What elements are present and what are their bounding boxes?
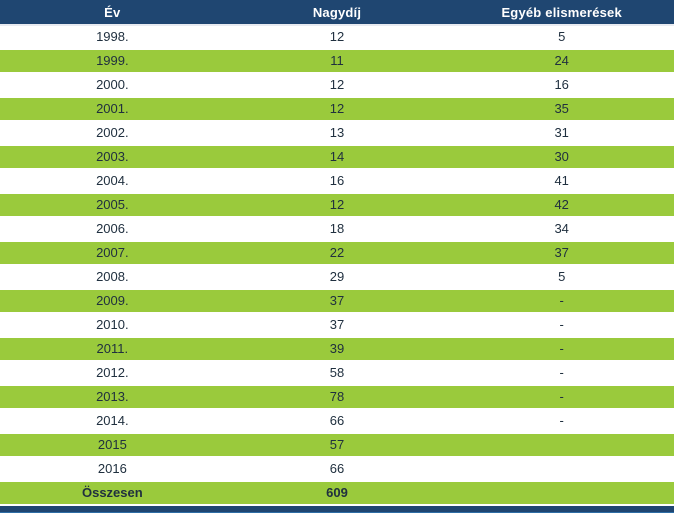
cell-year: 2012. <box>96 365 129 380</box>
header-cell-grand-prize: Nagydíj <box>312 4 362 20</box>
cell-year: 2013. <box>96 389 129 404</box>
table-row: 2006. 18 34 <box>0 218 674 242</box>
table-body: 1998. 12 5 1999. 11 24 2000. 12 16 2001.… <box>0 26 674 506</box>
cell-grand-prize: 58 <box>329 365 345 380</box>
cell-other-awards: - <box>559 317 564 332</box>
cell-other-awards: 31 <box>554 125 569 140</box>
cell-grand-prize: 37 <box>329 317 345 332</box>
table-row: 2004. 16 41 <box>0 170 674 194</box>
table-row: 2002. 13 31 <box>0 122 674 146</box>
cell-year: 2015 <box>97 437 127 452</box>
cell-other-awards <box>449 482 674 504</box>
cell-other-awards: 37 <box>554 245 569 260</box>
cell-year: 2000. <box>96 77 129 92</box>
bottom-bar <box>0 506 674 513</box>
table-row: 2007. 22 37 <box>0 242 674 266</box>
cell-grand-prize: 12 <box>329 101 345 116</box>
cell-year: 2006. <box>96 221 129 236</box>
cell-grand-prize: 12 <box>329 77 345 92</box>
cell-grand-prize: 66 <box>329 413 345 428</box>
cell-year: 2007. <box>96 245 129 260</box>
cell-year: 1999. <box>96 53 129 68</box>
cell-other-awards: 30 <box>554 149 569 164</box>
cell-grand-prize: 39 <box>329 341 345 356</box>
table-row: 1998. 12 5 <box>0 26 674 50</box>
cell-other-awards: 16 <box>554 77 569 92</box>
cell-other-awards: - <box>559 413 564 428</box>
cell-grand-prize: 22 <box>329 245 345 260</box>
cell-year: 2003. <box>96 149 129 164</box>
header-cell-year: Év <box>104 4 121 20</box>
cell-grand-prize: 57 <box>329 437 345 452</box>
cell-year: 2008. <box>96 269 129 284</box>
table-row: 2016 66 <box>0 458 674 482</box>
cell-grand-prize: 11 <box>330 53 344 68</box>
cell-other-awards: 34 <box>554 221 569 236</box>
cell-grand-prize: 12 <box>329 29 345 44</box>
cell-grand-prize: 37 <box>329 293 345 308</box>
cell-other-awards: - <box>559 341 564 356</box>
cell-other-awards <box>449 434 674 456</box>
table-row: 2001. 12 35 <box>0 98 674 122</box>
cell-grand-prize: 16 <box>329 173 345 188</box>
table-row: 2005. 12 42 <box>0 194 674 218</box>
cell-other-awards: 5 <box>558 29 566 44</box>
cell-other-awards: 35 <box>554 101 569 116</box>
cell-grand-prize: 609 <box>326 485 348 500</box>
table-row: 2009. 37 - <box>0 290 674 314</box>
cell-other-awards: 41 <box>554 173 569 188</box>
cell-year: 2001. <box>96 101 129 116</box>
table-header-row: Év Nagydíj Egyéb elismerések <box>0 0 674 26</box>
cell-year: Összesen <box>81 485 143 500</box>
cell-other-awards: 42 <box>554 197 569 212</box>
table-row: 2015 57 <box>0 434 674 458</box>
table-row: 2012. 58 - <box>0 362 674 386</box>
cell-grand-prize: 18 <box>329 221 345 236</box>
cell-year: 2011. <box>96 341 129 356</box>
cell-year: 1998. <box>96 29 129 44</box>
cell-other-awards: - <box>559 365 564 380</box>
cell-grand-prize: 13 <box>329 125 345 140</box>
cell-other-awards: 5 <box>558 269 566 284</box>
table-total-row: Összesen 609 <box>0 482 674 506</box>
table-row: 2000. 12 16 <box>0 74 674 98</box>
cell-grand-prize: 14 <box>329 149 345 164</box>
cell-grand-prize: 29 <box>329 269 345 284</box>
cell-year: 2002. <box>96 125 129 140</box>
table-row: 1999. 11 24 <box>0 50 674 74</box>
table-row: 2011. 39 - <box>0 338 674 362</box>
header-cell-other-awards: Egyéb elismerések <box>501 4 622 20</box>
cell-year: 2010. <box>96 317 129 332</box>
table-row: 2003. 14 30 <box>0 146 674 170</box>
table-row: 2013. 78 - <box>0 386 674 410</box>
cell-grand-prize: 12 <box>329 197 345 212</box>
cell-year: 2005. <box>96 197 129 212</box>
cell-other-awards: - <box>559 293 564 308</box>
cell-grand-prize: 66 <box>329 461 345 476</box>
cell-grand-prize: 78 <box>329 389 345 404</box>
table-row: 2010. 37 - <box>0 314 674 338</box>
table-row: 2008. 29 5 <box>0 266 674 290</box>
cell-other-awards: 24 <box>554 53 569 68</box>
table-row: 2014. 66 - <box>0 410 674 434</box>
cell-year: 2016 <box>97 461 127 476</box>
cell-other-awards: - <box>559 389 564 404</box>
cell-year: 2004. <box>96 173 129 188</box>
cell-year: 2014. <box>96 413 129 428</box>
cell-other-awards <box>449 458 674 480</box>
cell-year: 2009. <box>96 293 129 308</box>
